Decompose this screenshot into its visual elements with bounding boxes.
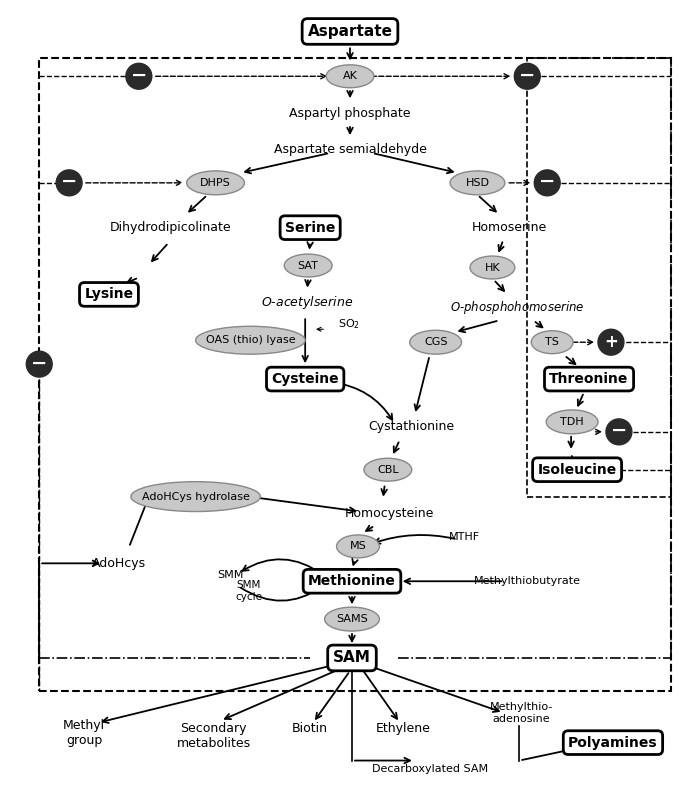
Ellipse shape xyxy=(195,326,305,354)
Text: −: − xyxy=(31,354,48,372)
Ellipse shape xyxy=(450,171,505,195)
Text: SO$_2$: SO$_2$ xyxy=(338,318,360,331)
Bar xyxy=(527,59,671,497)
Text: Biotin: Biotin xyxy=(292,722,328,735)
Text: −: − xyxy=(61,173,77,192)
Circle shape xyxy=(126,63,152,89)
Text: Serine: Serine xyxy=(285,221,335,234)
Circle shape xyxy=(606,419,632,445)
Circle shape xyxy=(514,63,540,89)
Ellipse shape xyxy=(187,171,244,195)
Circle shape xyxy=(534,170,560,196)
Ellipse shape xyxy=(337,535,379,558)
Text: Methionine: Methionine xyxy=(308,574,396,588)
Text: −: − xyxy=(131,66,147,85)
Text: Dihydrodipicolinate: Dihydrodipicolinate xyxy=(110,221,232,234)
Text: Isoleucine: Isoleucine xyxy=(538,463,617,477)
Text: −: − xyxy=(610,421,627,440)
Circle shape xyxy=(598,329,624,355)
Circle shape xyxy=(56,170,82,196)
Text: SAT: SAT xyxy=(298,261,318,271)
Text: OAS (thio) lyase: OAS (thio) lyase xyxy=(206,335,295,345)
Ellipse shape xyxy=(325,607,379,631)
Text: SMM
cycle: SMM cycle xyxy=(235,581,262,602)
Text: HK: HK xyxy=(484,262,500,272)
Text: SAM: SAM xyxy=(333,650,371,665)
Text: Methylthio-
adenosine: Methylthio- adenosine xyxy=(489,702,553,724)
Text: Aspartate: Aspartate xyxy=(307,24,393,39)
Text: AdoHCys hydrolase: AdoHCys hydrolase xyxy=(141,492,250,501)
Text: Aspartyl phosphate: Aspartyl phosphate xyxy=(289,107,411,120)
Ellipse shape xyxy=(284,254,332,277)
Circle shape xyxy=(27,351,52,377)
Text: Lysine: Lysine xyxy=(85,287,134,302)
Bar xyxy=(39,59,671,691)
Ellipse shape xyxy=(531,331,573,354)
Text: Methyl
group: Methyl group xyxy=(63,718,105,747)
Text: HSD: HSD xyxy=(466,178,489,188)
Text: −: − xyxy=(539,173,555,192)
Text: Cystathionine: Cystathionine xyxy=(369,421,455,433)
Text: AdoHcys: AdoHcys xyxy=(92,557,146,569)
Text: SAMS: SAMS xyxy=(336,614,368,624)
Text: AK: AK xyxy=(342,71,358,82)
Text: +: + xyxy=(604,333,618,351)
Ellipse shape xyxy=(326,65,374,88)
Ellipse shape xyxy=(364,459,412,482)
Ellipse shape xyxy=(410,330,461,354)
Ellipse shape xyxy=(546,410,598,434)
Text: −: − xyxy=(519,66,536,85)
Text: Secondary
metabolites: Secondary metabolites xyxy=(176,722,251,750)
Text: TS: TS xyxy=(545,337,559,347)
Text: Decarboxylated SAM: Decarboxylated SAM xyxy=(372,763,488,774)
Text: Homoserine: Homoserine xyxy=(472,221,547,234)
Text: SMM: SMM xyxy=(217,570,244,581)
Text: TDH: TDH xyxy=(560,417,584,427)
Ellipse shape xyxy=(470,256,514,279)
Text: Cysteine: Cysteine xyxy=(272,372,339,386)
Text: Methylthiobutyrate: Methylthiobutyrate xyxy=(474,577,581,586)
Text: Homocysteine: Homocysteine xyxy=(345,507,435,520)
Text: Threonine: Threonine xyxy=(550,372,629,386)
Text: MTHF: MTHF xyxy=(449,532,480,543)
Text: $O$-acetylserine: $O$-acetylserine xyxy=(261,294,354,311)
Text: Ethylene: Ethylene xyxy=(375,722,430,735)
Text: CBL: CBL xyxy=(377,465,399,474)
Text: $O$-phosphohomoserine: $O$-phosphohomoserine xyxy=(450,299,584,316)
Text: Polyamines: Polyamines xyxy=(568,736,658,749)
Text: Aspartate semialdehyde: Aspartate semialdehyde xyxy=(274,143,426,157)
Ellipse shape xyxy=(131,482,260,512)
Text: MS: MS xyxy=(349,542,366,551)
Text: DHPS: DHPS xyxy=(200,178,231,188)
Text: CGS: CGS xyxy=(424,337,447,347)
